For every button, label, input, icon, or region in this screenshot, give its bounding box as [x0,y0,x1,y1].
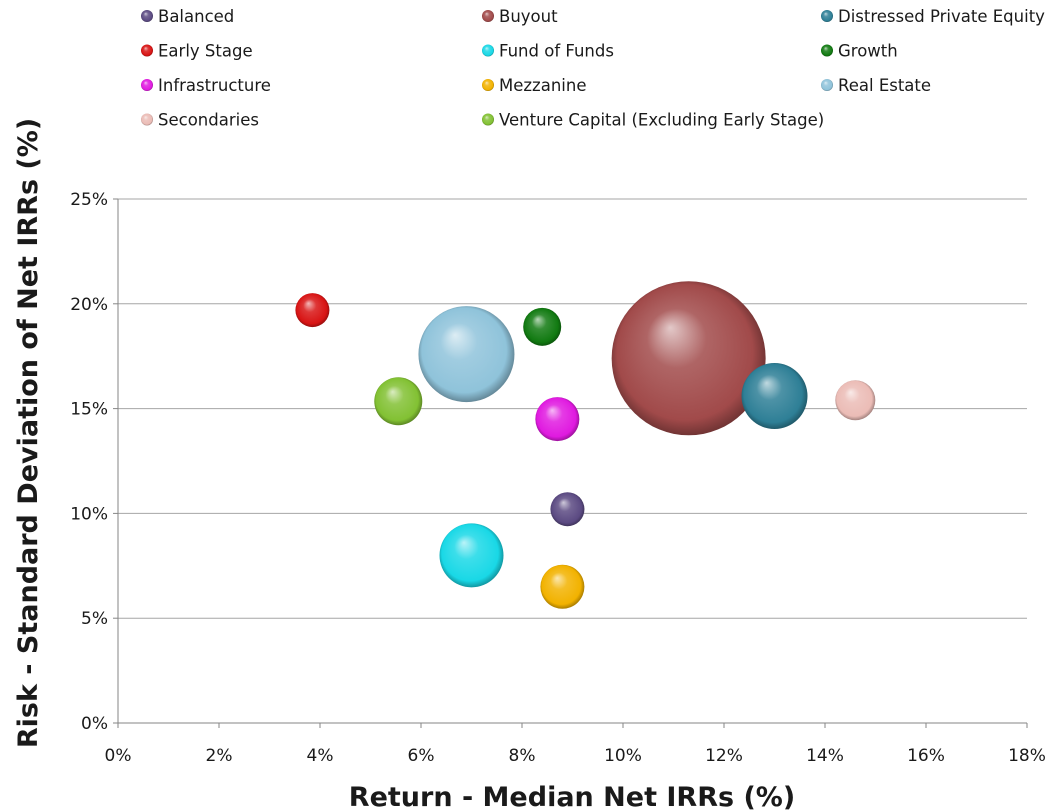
legend-marker [821,44,833,57]
legend-marker [141,79,153,91]
bubble-infrastructure [535,397,580,442]
bubble-balanced [550,492,585,527]
legend-marker [482,10,494,22]
legend-label: Early Stage [158,42,253,61]
legend-label: Mezzanine [499,76,586,95]
axes: 0% 5% 10% 15% 20% 25% 0% 2% 4% 6% 8% 10% 12% 14% 16% 18… [70,190,1046,766]
legend-marker [141,44,153,57]
legend-marker [482,44,494,57]
legend-item-early-stage: Early Stage [141,42,253,61]
legend-marker [141,10,153,22]
y-tick-label: 25% [70,190,108,210]
gridlines [118,198,1027,724]
legend-item-growth: Growth [821,42,898,61]
x-tick-label: 16% [907,746,945,766]
x-tick-label: 12% [705,746,743,766]
legend-label: Venture Capital (Excluding Early Stage) [499,111,824,130]
legend-marker [482,79,494,91]
y-tick-label: 5% [81,609,108,629]
x-tick-label: 0% [105,746,132,766]
x-axis-title: Return - Median Net IRRs (%) [349,782,795,812]
legend-item-buyout: Buyout [482,7,558,26]
legend-marker [482,113,494,126]
bubble-distressed-private-equity [741,363,808,430]
legend-item-balanced: Balanced [141,7,234,26]
legend-item-secondaries: Secondaries [141,111,259,130]
legend-item-mezzanine: Mezzanine [482,76,586,95]
legend-item-distressed-private-equity: Distressed Private Equity [821,7,1045,26]
x-tick-label: 18% [1008,746,1046,766]
bubble-fund-of-funds [439,523,504,588]
legend-label: Secondaries [158,111,259,130]
legend-label: Real Estate [838,76,931,95]
legend-label: Growth [838,42,898,61]
legend-label: Balanced [158,7,234,26]
bubble-venture-capital-excluding-early-stage [374,377,423,426]
y-tick-label: 15% [70,400,108,420]
y-tick-label: 10% [70,504,108,524]
x-tick-label: 6% [408,746,435,766]
legend-label: Distressed Private Equity [838,7,1045,26]
legend-label: Buyout [499,7,558,26]
bubble-early-stage [295,293,330,328]
bubble-growth [523,307,562,346]
bubble-secondaries [835,380,876,421]
y-tick-label: 0% [81,714,108,734]
legend-marker [141,113,153,126]
legend-marker [821,10,833,22]
legend-item-venture-capital-excluding-early-stage: Venture Capital (Excluding Early Stage) [482,111,824,130]
bubbles [295,281,876,609]
legend: Balanced Buyout Distressed Private Equity E… [141,7,1045,130]
x-tick-label: 4% [307,746,334,766]
legend-marker [821,79,833,91]
bubble-real-estate [418,306,515,403]
x-tick-label: 10% [604,746,642,766]
legend-label: Infrastructure [158,76,271,95]
y-axis-title: Risk - Standard Deviation of Net IRRs (%… [13,118,44,748]
x-tick-label: 8% [509,746,536,766]
legend-item-fund-of-funds: Fund of Funds [482,42,614,61]
bubble-buyout [611,281,766,436]
x-tick-label: 14% [806,746,844,766]
legend-item-infrastructure: Infrastructure [141,76,271,95]
legend-label: Fund of Funds [499,42,614,61]
y-tick-label: 20% [70,295,108,315]
bubble-mezzanine [540,564,585,609]
legend-item-real-estate: Real Estate [821,76,931,95]
x-tick-label: 2% [206,746,233,766]
